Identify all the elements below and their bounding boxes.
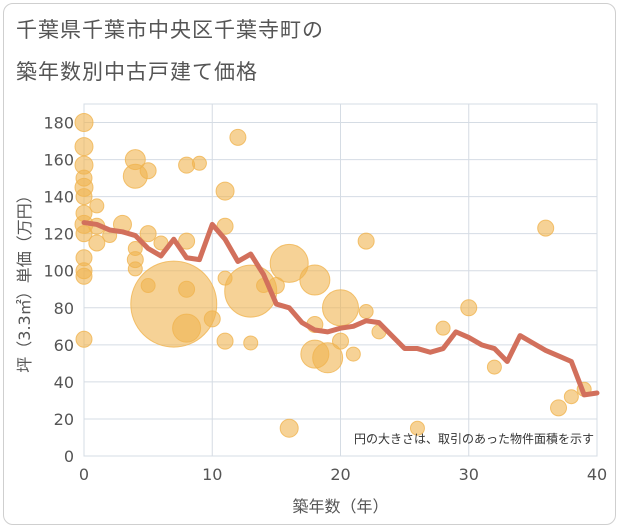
x-tick-label: 0: [79, 465, 89, 484]
y-axis-label: 坪（3.3㎡）単価（万円）: [15, 187, 34, 372]
bubble-point: [537, 219, 555, 237]
x-tick-label: 30: [459, 465, 479, 484]
bubble-point: [299, 264, 331, 296]
bubble-point: [345, 346, 361, 362]
bubble-point: [460, 299, 478, 317]
bubble-point: [191, 155, 207, 171]
bubble-point: [486, 359, 502, 375]
bubble-point: [322, 289, 359, 327]
bubble-point: [75, 330, 93, 348]
bubble-point: [229, 128, 247, 146]
y-tick-label: 160: [43, 151, 74, 170]
bubble-point: [139, 162, 157, 180]
x-tick-label: 10: [202, 465, 222, 484]
bubble-point: [127, 261, 143, 277]
bubble-point: [215, 181, 235, 201]
bubble-point: [563, 389, 579, 405]
bubble-point: [358, 303, 374, 319]
x-tick-labels: 0 10 20 30 40: [79, 465, 607, 484]
y-tick-labels: 0 20 40 60 80 100 120 140 160 180: [43, 114, 74, 466]
bubble-point: [243, 335, 259, 351]
bubble-point: [178, 232, 196, 250]
y-tick-label: 140: [43, 188, 74, 207]
chart-title-line-2: 築年数別中古戸建て価格: [16, 60, 258, 84]
trend-line: [81, 220, 600, 398]
bubble-point: [172, 313, 202, 343]
bubble-size-note: 円の大きさは、取引のあった物件面積を示す: [354, 431, 594, 446]
bubble-point: [550, 399, 568, 417]
bubble-point: [88, 234, 106, 252]
bubble-point: [409, 420, 425, 436]
bubble-point: [178, 280, 196, 298]
bubble-point: [216, 332, 234, 350]
bubble-point: [312, 342, 344, 374]
bubble-point: [75, 188, 93, 206]
bubble-point: [203, 310, 221, 328]
y-tick-label: 40: [54, 373, 74, 392]
bubble-point: [74, 137, 94, 157]
y-tick-label: 20: [54, 410, 74, 429]
x-tick-label: 20: [330, 465, 350, 484]
y-tick-label: 100: [43, 262, 74, 281]
bubble-point: [89, 198, 105, 214]
bubble-point: [74, 113, 94, 133]
bubble-point: [75, 267, 93, 285]
y-tick-label: 60: [54, 336, 74, 355]
bubble-point: [332, 332, 349, 350]
bubble-point: [357, 232, 375, 250]
bubble-point: [139, 225, 157, 243]
x-tick-label: 40: [587, 465, 607, 484]
chart-title-line-1: 千葉県千葉市中央区千葉寺町の: [16, 18, 324, 42]
bubble-point: [435, 320, 451, 336]
bubble-point: [269, 243, 309, 283]
bubble-point: [279, 418, 299, 438]
y-tick-label: 120: [43, 225, 74, 244]
y-tick-label: 80: [54, 299, 74, 318]
y-tick-label: 0: [64, 447, 74, 466]
bubbles: [74, 113, 592, 438]
y-tick-label: 180: [43, 114, 74, 133]
bubble-point: [75, 225, 93, 243]
x-axis-label: 築年数（年）: [292, 497, 388, 516]
